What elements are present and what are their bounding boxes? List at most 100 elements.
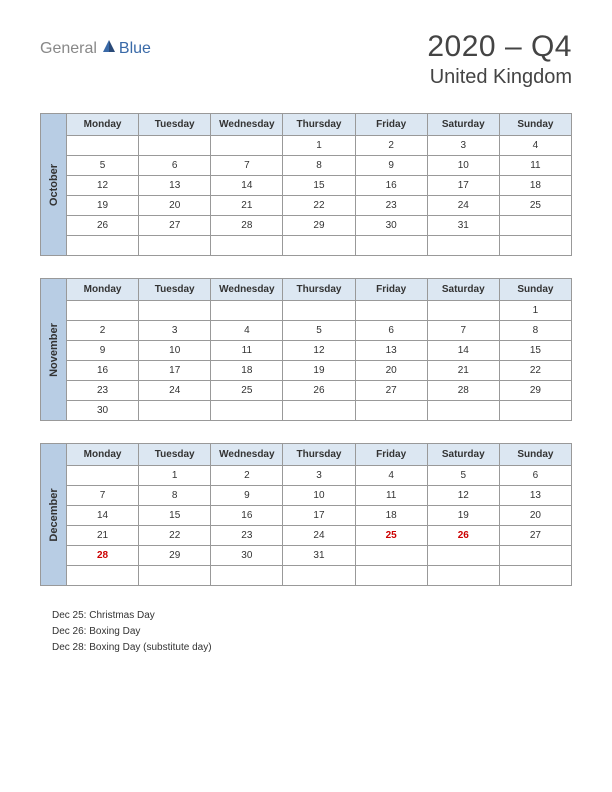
- day-cell: [211, 401, 283, 421]
- day-header: Sunday: [499, 444, 571, 466]
- day-cell: 9: [355, 156, 427, 176]
- day-header: Monday: [67, 114, 139, 136]
- day-cell: [211, 236, 283, 256]
- day-cell: 12: [427, 486, 499, 506]
- day-cell: [211, 301, 283, 321]
- day-cell: [427, 566, 499, 586]
- day-cell: 5: [283, 321, 355, 341]
- day-cell: 11: [499, 156, 571, 176]
- day-cell: [355, 546, 427, 566]
- table-row: 12131415161718: [41, 176, 572, 196]
- logo: General Blue: [40, 30, 151, 59]
- day-cell: 16: [67, 361, 139, 381]
- day-cell: 25: [499, 196, 571, 216]
- day-cell: 18: [499, 176, 571, 196]
- month-label: November: [48, 323, 60, 377]
- day-cell: 8: [139, 486, 211, 506]
- day-cell: [67, 136, 139, 156]
- day-cell: 29: [499, 381, 571, 401]
- day-cell: 4: [355, 466, 427, 486]
- day-cell: 9: [211, 486, 283, 506]
- table-row: 23242526272829: [41, 381, 572, 401]
- day-header: Wednesday: [211, 444, 283, 466]
- day-cell: 25: [355, 526, 427, 546]
- day-cell: 2: [211, 466, 283, 486]
- day-header: Thursday: [283, 279, 355, 301]
- table-row: [41, 566, 572, 586]
- table-row: 30: [41, 401, 572, 421]
- calendar-table: NovemberMondayTuesdayWednesdayThursdayFr…: [40, 278, 572, 421]
- day-cell: 6: [355, 321, 427, 341]
- table-row: 262728293031: [41, 216, 572, 236]
- logo-text-blue: Blue: [119, 40, 151, 58]
- day-cell: 21: [67, 526, 139, 546]
- month-label-cell: December: [41, 444, 67, 586]
- day-cell: [139, 301, 211, 321]
- day-header: Tuesday: [139, 444, 211, 466]
- day-header: Friday: [355, 114, 427, 136]
- day-cell: 29: [139, 546, 211, 566]
- day-cell: 23: [355, 196, 427, 216]
- day-cell: 6: [499, 466, 571, 486]
- calendar-table: OctoberMondayTuesdayWednesdayThursdayFri…: [40, 113, 572, 256]
- day-cell: 30: [211, 546, 283, 566]
- day-cell: [355, 301, 427, 321]
- day-cell: 13: [355, 341, 427, 361]
- table-row: 14151617181920: [41, 506, 572, 526]
- day-header: Sunday: [499, 279, 571, 301]
- day-cell: 24: [139, 381, 211, 401]
- table-row: [41, 236, 572, 256]
- day-cell: [499, 566, 571, 586]
- day-cell: 13: [499, 486, 571, 506]
- month-block-october: OctoberMondayTuesdayWednesdayThursdayFri…: [40, 113, 572, 256]
- day-cell: [139, 566, 211, 586]
- day-cell: 25: [211, 381, 283, 401]
- day-cell: [427, 236, 499, 256]
- day-cell: 15: [139, 506, 211, 526]
- table-row: 16171819202122: [41, 361, 572, 381]
- day-cell: 14: [427, 341, 499, 361]
- day-cell: 15: [283, 176, 355, 196]
- day-cell: 7: [211, 156, 283, 176]
- logo-text-general: General: [40, 40, 97, 58]
- day-cell: 26: [283, 381, 355, 401]
- day-cell: [499, 216, 571, 236]
- day-cell: 22: [283, 196, 355, 216]
- day-header: Saturday: [427, 114, 499, 136]
- day-cell: 14: [211, 176, 283, 196]
- day-header: Wednesday: [211, 114, 283, 136]
- holidays-list: Dec 25: Christmas DayDec 26: Boxing DayD…: [40, 608, 572, 656]
- table-row: 21222324252627: [41, 526, 572, 546]
- day-cell: 1: [139, 466, 211, 486]
- day-cell: 6: [139, 156, 211, 176]
- day-cell: 19: [67, 196, 139, 216]
- day-header: Sunday: [499, 114, 571, 136]
- day-cell: 27: [139, 216, 211, 236]
- day-cell: 19: [283, 361, 355, 381]
- day-cell: 4: [211, 321, 283, 341]
- day-cell: 7: [67, 486, 139, 506]
- month-label: December: [48, 488, 60, 541]
- month-label: October: [48, 163, 60, 205]
- day-cell: [211, 566, 283, 586]
- day-cell: 28: [67, 546, 139, 566]
- day-cell: 20: [499, 506, 571, 526]
- day-cell: [139, 236, 211, 256]
- calendar-table: DecemberMondayTuesdayWednesdayThursdayFr…: [40, 443, 572, 586]
- day-header: Saturday: [427, 444, 499, 466]
- day-cell: 28: [211, 216, 283, 236]
- day-cell: 3: [427, 136, 499, 156]
- day-cell: [355, 236, 427, 256]
- day-cell: 31: [283, 546, 355, 566]
- month-block-november: NovemberMondayTuesdayWednesdayThursdayFr…: [40, 278, 572, 421]
- day-header: Monday: [67, 444, 139, 466]
- day-cell: 11: [211, 341, 283, 361]
- day-cell: 5: [67, 156, 139, 176]
- table-row: 123456: [41, 466, 572, 486]
- day-cell: 14: [67, 506, 139, 526]
- day-cell: 26: [67, 216, 139, 236]
- day-header: Wednesday: [211, 279, 283, 301]
- day-cell: [427, 401, 499, 421]
- day-cell: 16: [355, 176, 427, 196]
- day-cell: 10: [427, 156, 499, 176]
